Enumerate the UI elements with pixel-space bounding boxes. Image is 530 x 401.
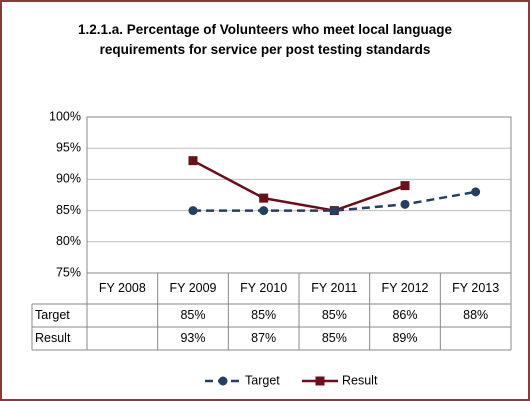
marker xyxy=(259,206,269,216)
y-tick-label: 75% xyxy=(56,265,81,279)
chart-title: 1.2.1.a. Percentage of Volunteers who me… xyxy=(77,22,453,57)
table-row-label: Target xyxy=(35,308,70,322)
legend-marker xyxy=(315,376,325,386)
x-tick-label: FY 2013 xyxy=(452,281,499,295)
marker xyxy=(329,206,339,216)
y-tick-label: 90% xyxy=(56,172,81,186)
series-line xyxy=(193,190,476,212)
table-cell: 85% xyxy=(322,308,347,322)
x-tick-label: FY 2008 xyxy=(99,281,146,295)
plot-border xyxy=(86,116,512,274)
table-cell: 89% xyxy=(392,331,417,345)
y-tick-label: 95% xyxy=(56,140,81,154)
table-cell: 85% xyxy=(251,308,276,322)
legend-label: Target xyxy=(245,373,280,387)
marker xyxy=(188,206,198,216)
table-cell: 85% xyxy=(180,308,205,322)
marker xyxy=(259,193,269,203)
table-cell: 87% xyxy=(251,331,276,345)
legend-marker xyxy=(218,376,228,386)
marker xyxy=(471,187,481,197)
x-tick-label: FY 2011 xyxy=(311,281,357,295)
y-tick-label: 85% xyxy=(56,203,81,217)
marker xyxy=(188,156,198,166)
legend-label: Result xyxy=(342,373,378,387)
marker xyxy=(400,181,410,191)
x-tick-label: FY 2012 xyxy=(381,281,428,295)
table-cell: 88% xyxy=(463,308,488,322)
x-tick-label: FY 2010 xyxy=(240,281,287,295)
table-cell: 85% xyxy=(322,331,347,345)
marker xyxy=(400,199,410,209)
y-tick-label: 100% xyxy=(49,109,81,123)
table-row-label: Result xyxy=(35,331,71,345)
y-tick-label: 80% xyxy=(56,234,81,248)
x-tick-label: FY 2009 xyxy=(169,281,216,295)
table-cell: 86% xyxy=(392,308,417,322)
table-cell: 93% xyxy=(180,331,205,345)
series-line xyxy=(192,159,406,212)
